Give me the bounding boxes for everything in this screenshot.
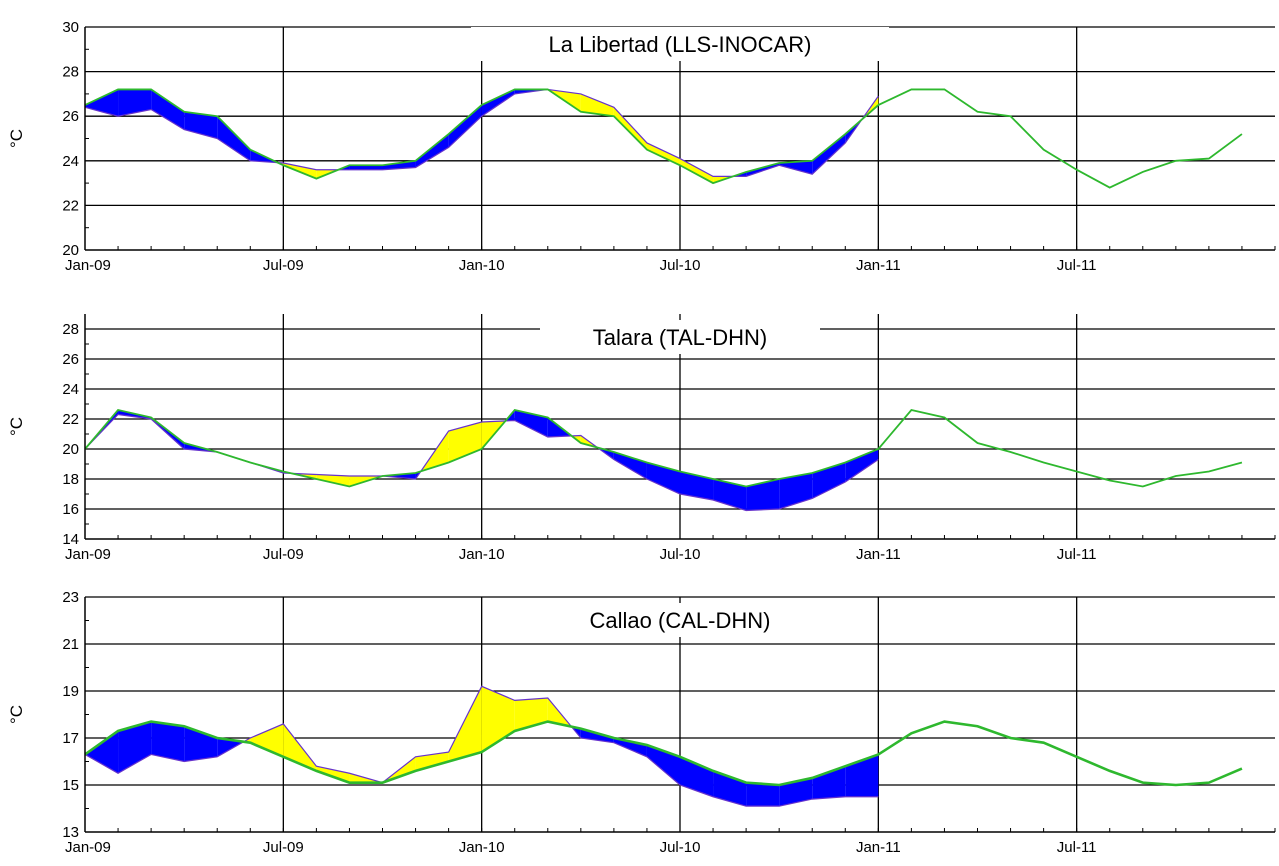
panel-3: 13 15 17 19 21 23 Jan-09 Jul-09 Jan-10 Jul-10 Jan-… <box>7 589 1276 856</box>
chart-title-box <box>540 320 820 354</box>
y-axis-label: °C <box>7 705 26 724</box>
y-tick-label: 26 <box>62 351 79 368</box>
climatology-series-line <box>84 88 1243 189</box>
x-tick-label: Jan-11 <box>856 839 901 856</box>
anomaly-fill <box>613 107 647 150</box>
climatology-series-line <box>84 720 1243 787</box>
y-tick-label: 13 <box>62 824 79 841</box>
observed-series-line <box>84 88 879 178</box>
x-tick-label: Jul-09 <box>263 839 304 856</box>
anomaly-fill <box>779 777 813 807</box>
y-tick-label: 20 <box>62 441 79 458</box>
anomaly-fill <box>779 473 813 509</box>
anomaly-fill <box>85 730 119 774</box>
anomaly-fill <box>118 89 152 117</box>
anomaly-fill <box>746 479 780 511</box>
anomaly-fill <box>746 782 780 807</box>
anomaly-fill <box>250 723 284 757</box>
y-tick-label: 17 <box>62 730 79 747</box>
anomaly-fill <box>448 105 482 148</box>
x-tick-label: Jan-10 <box>459 839 505 856</box>
y-tick-label: 28 <box>62 64 79 81</box>
y-tick-label: 21 <box>62 636 79 653</box>
anomaly-fill <box>448 686 482 762</box>
anomaly-fill <box>184 726 218 762</box>
x-tick-label: Jan-11 <box>856 257 901 274</box>
y-tick-label: 15 <box>62 777 79 794</box>
x-tick-label: Jul-11 <box>1057 839 1097 856</box>
y-tick-label: 24 <box>62 381 79 398</box>
y-tick-label: 18 <box>62 471 79 488</box>
anomaly-fill <box>646 142 680 166</box>
y-tick-label: 23 <box>62 589 79 606</box>
anomaly-fill <box>514 410 548 437</box>
x-tick-label: Jul-09 <box>263 257 304 274</box>
y-tick-label: 26 <box>62 108 79 125</box>
anomaly-fill <box>349 165 383 170</box>
anomaly-fill <box>481 89 515 117</box>
anomaly-fill <box>779 160 813 175</box>
panel-2: 14 16 18 20 22 24 26 28 Jan-09 Jul-09 Jan-10 Jul-10… <box>7 314 1276 563</box>
y-tick-label: 22 <box>62 411 79 428</box>
chart-title-box <box>471 27 889 61</box>
x-tick-label: Jul-11 <box>1057 546 1097 563</box>
anomaly-fill <box>580 93 614 117</box>
y-tick-label: 19 <box>62 683 79 700</box>
x-tick-label: Jan-10 <box>459 546 505 563</box>
anomaly-fill <box>415 134 449 168</box>
anomaly-fill <box>151 721 185 762</box>
x-tick-label: Jul-10 <box>660 839 701 856</box>
anomaly-fill <box>845 449 879 482</box>
anomaly-fill <box>812 462 846 499</box>
anomaly-fill <box>415 752 449 771</box>
climatology-series-line <box>84 409 1243 488</box>
x-tick-label: Jan-09 <box>65 546 111 563</box>
anomaly-fill <box>217 116 251 161</box>
y-tick-label: 20 <box>62 242 79 259</box>
x-tick-label: Jan-09 <box>65 839 111 856</box>
anomaly-fill <box>680 158 714 184</box>
anomaly-fill <box>217 738 244 757</box>
anomaly-fill <box>845 754 879 797</box>
y-axis-label: °C <box>7 129 26 148</box>
panel-1: 20 22 24 26 28 30 Jan-09 Jul-09 Jan-10 Jul-10 Jan-… <box>7 19 1276 274</box>
anomaly-fill <box>812 134 846 175</box>
y-axis-label: °C <box>7 417 26 436</box>
anomaly-fill <box>680 756 714 797</box>
y-tick-label: 30 <box>62 19 79 36</box>
chart-title-box <box>535 603 825 637</box>
anomaly-fill <box>646 462 680 494</box>
y-tick-label: 22 <box>62 197 79 214</box>
x-tick-label: Jul-09 <box>263 546 304 563</box>
chart-title: Talara (TAL-DHN) <box>593 325 767 350</box>
x-tick-label: Jan-09 <box>65 257 111 274</box>
y-tick-label: 16 <box>62 501 79 518</box>
x-tick-label: Jan-11 <box>856 546 901 563</box>
x-tick-label: Jul-10 <box>660 546 701 563</box>
y-tick-label: 24 <box>62 153 79 170</box>
y-tick-label: 14 <box>62 531 79 548</box>
anomaly-fill <box>151 89 185 130</box>
x-tick-label: Jan-10 <box>459 257 505 274</box>
x-tick-label: Jul-11 <box>1057 257 1097 274</box>
anomaly-fill <box>613 452 647 479</box>
x-tick-label: Jul-10 <box>660 257 701 274</box>
chart-title: La Libertad (LLS-INOCAR) <box>549 32 812 57</box>
anomaly-fill <box>812 766 846 800</box>
anomaly-fill <box>613 738 647 757</box>
y-tick-label: 28 <box>62 321 79 338</box>
anomaly-fill <box>118 721 152 774</box>
anomaly-fill <box>680 471 714 500</box>
observed-series-line <box>84 685 879 807</box>
chart-title: Callao (CAL-DHN) <box>590 608 771 633</box>
anomaly-fill <box>316 474 350 487</box>
